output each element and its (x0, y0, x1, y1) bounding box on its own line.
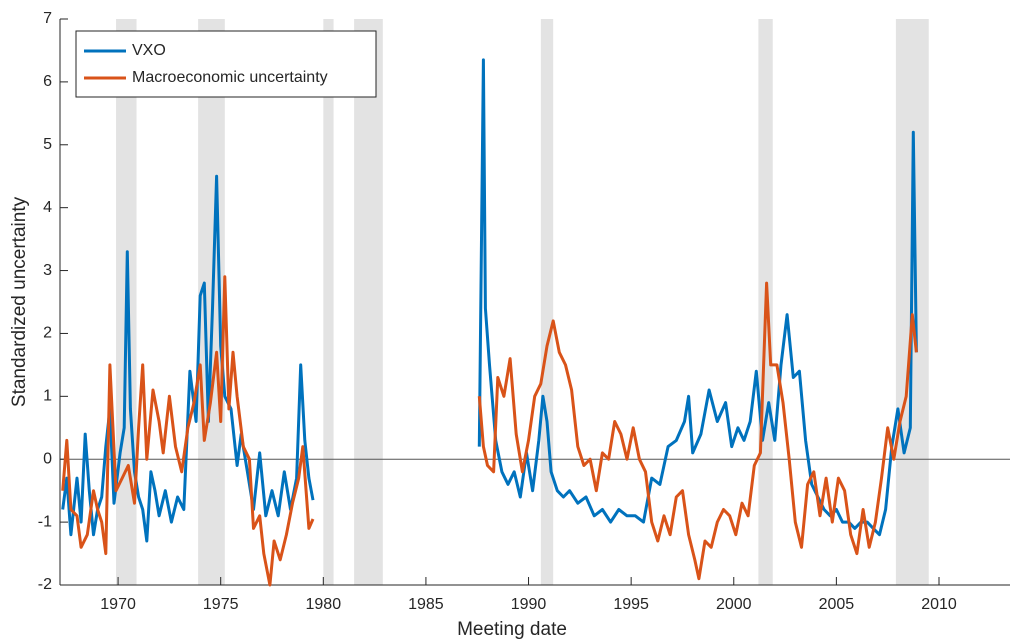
y-tick-label: 0 (43, 450, 52, 467)
recession-band (354, 19, 383, 585)
y-tick-label: 5 (43, 136, 52, 153)
legend-label: VXO (132, 42, 166, 59)
legend-label: Macroeconomic uncertainty (132, 69, 328, 86)
x-tick-label: 1970 (100, 596, 136, 613)
y-tick-label: 2 (43, 325, 52, 342)
y-tick-label: 4 (43, 199, 52, 216)
x-tick-label: 1990 (511, 596, 547, 613)
recession-band (540, 19, 554, 585)
y-axis-label: Standardized uncertainty (9, 196, 30, 407)
x-tick-label: 2000 (716, 596, 752, 613)
x-tick-label: 1985 (408, 596, 444, 613)
series-line (61, 58, 918, 543)
y-tick-label: -2 (38, 576, 52, 593)
y-tick-label: -1 (38, 513, 52, 530)
legend-box (75, 30, 377, 98)
series-line (61, 275, 918, 587)
x-tick-label: 1995 (613, 596, 649, 613)
recession-band (323, 19, 334, 585)
x-tick-label: 1980 (306, 596, 342, 613)
y-tick-label: 1 (43, 388, 52, 405)
y-tick-label: 7 (43, 10, 52, 27)
y-tick-label: 3 (43, 262, 52, 279)
x-tick-label: 2005 (819, 596, 855, 613)
y-tick-label: 6 (43, 73, 52, 90)
x-tick-label: 1975 (203, 596, 239, 613)
x-axis-label: Meeting date (457, 619, 567, 640)
x-tick-label: 2010 (921, 596, 957, 613)
